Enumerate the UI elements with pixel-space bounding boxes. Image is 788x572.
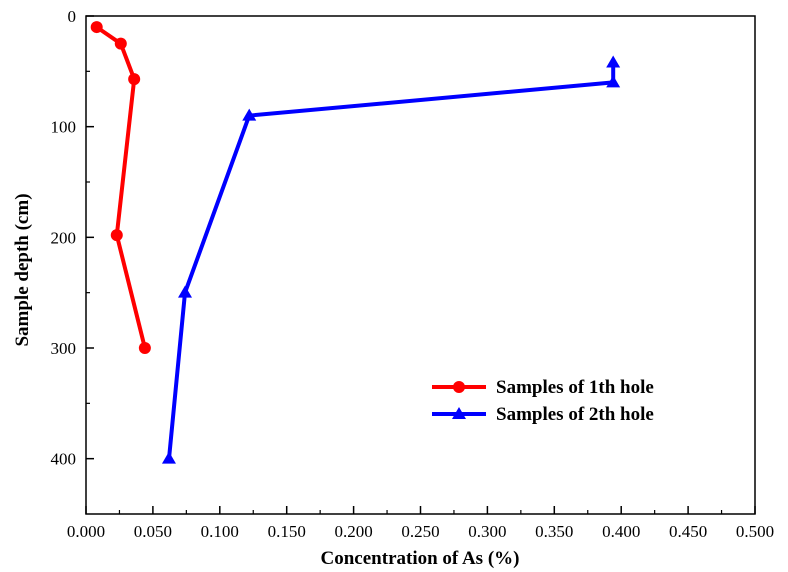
series-2-line: [167, 62, 616, 459]
x-tick-label: 0.450: [669, 522, 707, 541]
y-tick-label: 200: [51, 228, 77, 247]
x-tick-label: 0.400: [602, 522, 640, 541]
x-tick-label: 0.150: [268, 522, 306, 541]
legend-item-series-1: Samples of 1th hole: [432, 377, 654, 398]
y-axis-title: Sample depth (cm): [12, 193, 33, 346]
y-tick-label: 400: [51, 450, 77, 469]
series-1-point: [110, 229, 123, 242]
plot-area: [85, 15, 756, 515]
legend-item-series-2: Samples of 2th hole: [432, 404, 654, 425]
series-1-point: [114, 37, 127, 50]
x-tick-label: 0.050: [134, 522, 172, 541]
x-axis-ticks: 0.000 0.050 0.100 0.150 0.200 0.250 0.300 0.350…: [67, 506, 774, 541]
series-1-point: [90, 21, 103, 34]
x-axis-title: Concentration of As (%): [321, 548, 520, 569]
legend-marker-series-1: [453, 381, 465, 393]
x-tick-label: 0.000: [67, 522, 105, 541]
series-layer: [90, 21, 621, 464]
series-2-point: [242, 108, 257, 121]
series-2-point: [606, 75, 621, 88]
legend-label-series-2: Samples of 2th hole: [496, 404, 654, 425]
legend-marker-series-2: [452, 407, 466, 419]
legend: Samples of 1th hole Samples of 2th hole: [432, 377, 654, 425]
series-2: [161, 55, 621, 464]
plot-frame: [85, 15, 756, 515]
x-tick-label: 0.250: [401, 522, 439, 541]
x-tick-label: 0.200: [334, 522, 372, 541]
x-tick-label: 0.500: [736, 522, 774, 541]
series-1-point: [128, 73, 141, 86]
y-axis-ticks: 0 100 200 300 400: [51, 7, 94, 469]
y-tick-label: 0: [68, 7, 77, 26]
y-tick-label: 300: [51, 339, 77, 358]
x-tick-label: 0.350: [535, 522, 573, 541]
series-2-point: [178, 285, 193, 298]
x-tick-label: 0.300: [468, 522, 506, 541]
y-tick-label: 100: [51, 118, 77, 137]
series-1: [90, 21, 151, 354]
series-1-point: [138, 342, 151, 354]
x-tick-label: 0.100: [201, 522, 239, 541]
legend-label-series-1: Samples of 1th hole: [496, 377, 654, 398]
series-2-point: [606, 55, 621, 68]
series-2-point: [161, 451, 176, 464]
